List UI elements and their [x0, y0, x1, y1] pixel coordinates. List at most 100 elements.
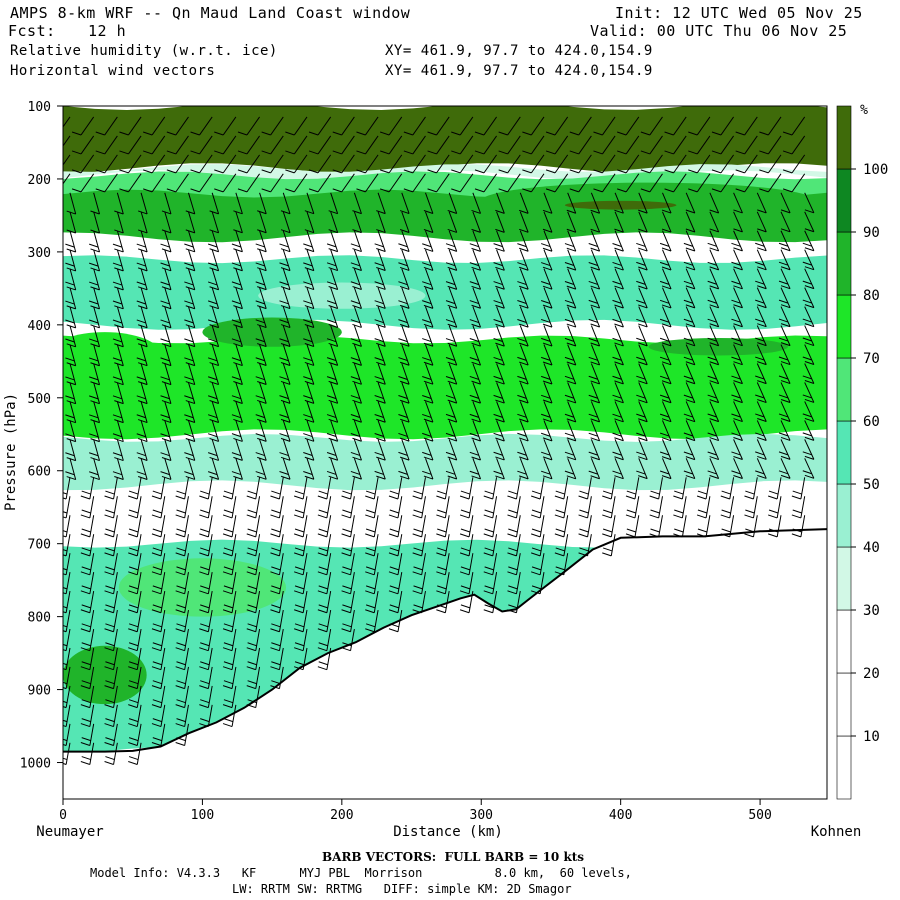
wind-barb [293, 572, 308, 595]
wind-barb [412, 572, 426, 595]
wind-barb [436, 572, 450, 595]
wind-barb [237, 154, 260, 174]
wind-barb [683, 249, 696, 271]
wind-barb [602, 496, 616, 519]
wind-barb [707, 363, 720, 385]
wind-barb [554, 553, 569, 576]
wind-barb [80, 628, 95, 652]
wind-barb [459, 477, 474, 500]
wind-barb [578, 515, 592, 538]
wind-barb [270, 477, 284, 500]
wind-barb [142, 116, 166, 136]
wind-barb [593, 135, 616, 155]
wind-barb [160, 230, 172, 253]
wind-barb [166, 116, 189, 136]
wind-barb [128, 666, 142, 690]
wind-barb [617, 173, 640, 193]
wind-barb [80, 666, 95, 690]
wind-barb [422, 363, 434, 385]
wind-barb [279, 439, 291, 461]
wind-barb [804, 211, 815, 233]
wind-barb [95, 135, 118, 155]
wind-barb [142, 173, 166, 193]
wind-barb [104, 591, 118, 614]
wind-barb [791, 515, 806, 538]
wind-barb [791, 496, 806, 519]
wind-barb [578, 496, 592, 519]
wind-barb [246, 591, 261, 614]
wind-barb [398, 287, 410, 309]
wind-barb [222, 477, 237, 500]
wind-barb [326, 401, 339, 423]
wind-barb [731, 325, 743, 347]
wind-barb [63, 647, 71, 671]
wind-barb [612, 306, 624, 328]
barb-note: BARB VECTORS: FULL BARB = 10 kts [322, 850, 585, 864]
wind-barb [780, 192, 791, 214]
wind-barb [403, 116, 426, 136]
wind-barb [614, 192, 624, 214]
wind-barb [688, 154, 711, 174]
wind-barb [445, 344, 458, 366]
wind-barb [459, 591, 474, 614]
wind-barb [469, 401, 482, 423]
wind-barb [588, 287, 601, 309]
wind-barb [398, 439, 410, 461]
wind-barb [735, 154, 758, 174]
wind-barb [755, 401, 767, 422]
wind-barb [554, 534, 569, 557]
wind-barb [104, 572, 118, 595]
wind-barb [80, 553, 95, 576]
wind-barb [89, 363, 100, 386]
wind-barb [231, 458, 243, 480]
wind-barb [255, 230, 267, 253]
wind-barb [199, 572, 213, 595]
wind-barb [398, 268, 410, 290]
wind-barb [303, 363, 315, 385]
wind-barb [65, 230, 77, 253]
wind-barb [733, 211, 743, 233]
wind-barb [755, 439, 767, 460]
wind-barb [80, 477, 95, 500]
wind-barb [175, 534, 189, 557]
wind-barb [279, 268, 291, 291]
wind-barb [564, 287, 577, 309]
wind-barb [374, 325, 386, 347]
wind-barb [151, 572, 166, 595]
wind-barb [237, 116, 260, 136]
wind-barb [255, 249, 267, 272]
wind-barb [755, 325, 767, 347]
wind-barb [564, 306, 577, 328]
forecast-label: Fcst: [8, 22, 56, 40]
wind-barb [517, 363, 529, 385]
wind-barb [517, 382, 529, 404]
wind-barb [255, 363, 267, 385]
wind-barb [388, 477, 403, 500]
wind-barb [802, 249, 815, 271]
wind-barb [617, 135, 640, 155]
wind-barb [199, 477, 213, 500]
colorbar-label: 70 [863, 351, 880, 367]
wind-barb [735, 173, 758, 193]
wind-barb [231, 439, 243, 461]
wind-barb [222, 572, 237, 595]
wind-barb [782, 154, 806, 174]
x-tick-label: 500 [748, 808, 771, 823]
wind-barb [564, 268, 577, 290]
wind-barb [541, 306, 553, 328]
wind-barb [270, 572, 284, 595]
wind-barb [731, 363, 743, 385]
wind-barb [270, 496, 284, 519]
wind-barb [711, 154, 735, 174]
wind-barb [63, 515, 71, 538]
wind-barb [119, 116, 142, 136]
wind-barb [279, 401, 291, 423]
wind-barb [374, 230, 386, 253]
wind-barb [255, 439, 267, 461]
wind-barb [469, 268, 482, 290]
wind-barb [303, 306, 315, 328]
wind-barb [731, 439, 743, 460]
wind-barb [374, 268, 386, 290]
wind-barb [436, 591, 450, 614]
wind-barb [80, 572, 95, 595]
